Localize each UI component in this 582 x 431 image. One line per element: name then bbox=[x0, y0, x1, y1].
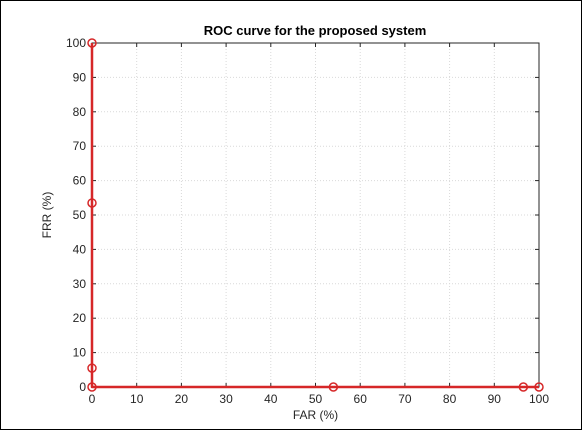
y-tick-label: 100 bbox=[66, 36, 86, 50]
data-point bbox=[518, 382, 529, 392]
y-tick-label: 40 bbox=[73, 242, 87, 256]
y-tick-label: 80 bbox=[73, 105, 87, 119]
x-tick-label: 50 bbox=[309, 392, 323, 406]
y-tick-label: 0 bbox=[79, 380, 86, 394]
y-tick-label: 60 bbox=[73, 174, 87, 188]
y-tick-label: 50 bbox=[73, 208, 87, 222]
x-tick-label: 80 bbox=[443, 392, 457, 406]
x-tick-label: 30 bbox=[219, 392, 233, 406]
y-tick-label: 10 bbox=[73, 346, 87, 360]
data-point bbox=[534, 382, 544, 392]
tick-labels: 0 10 20 30 40 50 60 70 80 90 100 0 10 20 30 40 50 60 70 80 9… bbox=[66, 36, 549, 406]
data-point bbox=[87, 198, 97, 208]
data-point bbox=[328, 382, 339, 392]
data-point bbox=[87, 382, 97, 392]
chart-title: ROC curve for the proposed system bbox=[204, 23, 427, 38]
x-tick-label: 40 bbox=[264, 392, 278, 406]
x-tick-label: 70 bbox=[398, 392, 412, 406]
x-tick-label: 60 bbox=[354, 392, 368, 406]
x-tick-label: 0 bbox=[89, 392, 96, 406]
x-tick-label: 100 bbox=[529, 392, 549, 406]
y-axis-label: FRR (%) bbox=[40, 192, 54, 239]
y-tick-label: 20 bbox=[73, 311, 87, 325]
x-tick-label: 90 bbox=[488, 392, 502, 406]
y-tick-label: 30 bbox=[73, 277, 87, 291]
x-tick-label: 20 bbox=[175, 392, 189, 406]
y-tick-label: 70 bbox=[73, 139, 87, 153]
series-layer bbox=[87, 38, 544, 392]
x-axis-label: FAR (%) bbox=[293, 408, 338, 422]
grid bbox=[92, 43, 539, 387]
x-tick-label: 10 bbox=[130, 392, 144, 406]
series-line bbox=[90, 43, 539, 389]
data-point bbox=[87, 363, 97, 373]
data-point bbox=[87, 38, 97, 48]
y-tick-label: 90 bbox=[73, 70, 87, 84]
